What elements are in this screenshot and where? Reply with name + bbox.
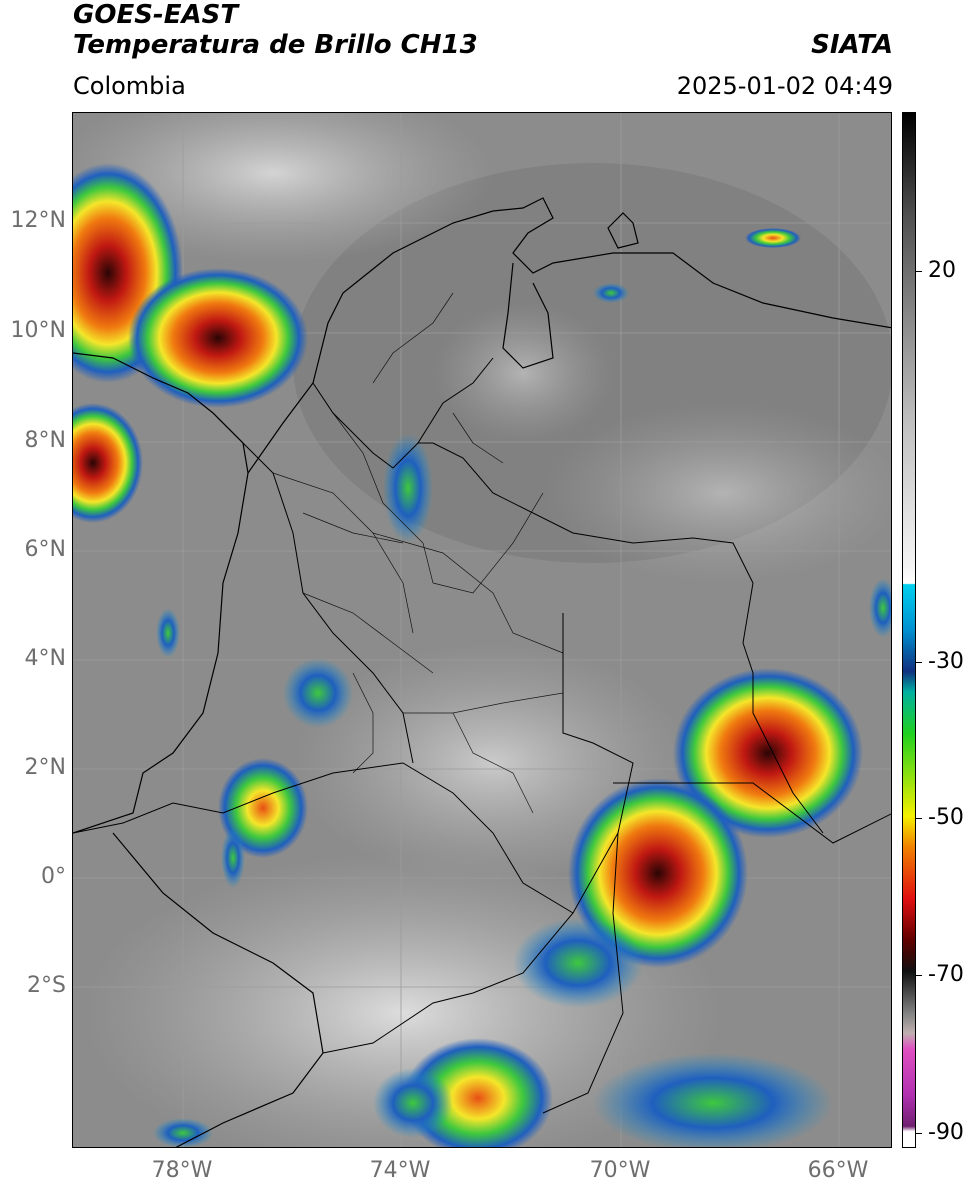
colorbar-label: -30 — [928, 649, 964, 674]
colorbar-label: -90 — [928, 1120, 964, 1145]
title-satellite: GOES-EAST — [73, 0, 239, 30]
brand-label: SIATA — [811, 30, 893, 60]
storm-cell — [593, 283, 629, 303]
colorbar-tick — [916, 1133, 922, 1134]
lat-label: 8°N — [24, 428, 66, 453]
graticule — [73, 113, 891, 1147]
storm-cell — [745, 228, 801, 248]
lat-label: 0° — [41, 864, 66, 889]
storm-cell — [513, 918, 643, 1008]
colorbar-label: -50 — [928, 805, 964, 830]
lat-label: 12°N — [10, 208, 66, 233]
lat-label: 2°N — [24, 755, 66, 780]
colorbar-tick — [916, 975, 922, 976]
colorbar-tick — [916, 662, 922, 663]
timestamp-label: 2025-01-02 04:49 — [676, 72, 893, 100]
storm-cell — [218, 758, 308, 858]
bright-cloud — [433, 303, 613, 443]
country-borders — [73, 357, 891, 1114]
colorbar-label: -70 — [928, 962, 964, 987]
title-product: Temperatura de Brillo CH13 — [73, 30, 478, 60]
lat-label: 6°N — [24, 537, 66, 562]
storm-cell — [383, 433, 433, 543]
satellite-map[interactable] — [72, 112, 892, 1148]
storm-cells — [73, 163, 891, 1147]
lat-label: 2°S — [27, 973, 66, 998]
lon-label: 78°W — [151, 1158, 213, 1183]
storm-cell — [153, 1118, 213, 1147]
colorbar-tick — [916, 818, 922, 819]
coastlines — [73, 197, 891, 1147]
storm-cell — [673, 668, 863, 838]
colorbar-label: 20 — [928, 258, 956, 283]
lon-label: 74°W — [369, 1158, 431, 1183]
lat-label: 4°N — [24, 646, 66, 671]
lon-label: 66°W — [807, 1158, 869, 1183]
map-canvas — [73, 113, 891, 1147]
storm-cell — [156, 608, 180, 658]
colorbar-tick — [916, 271, 922, 272]
storm-cell — [128, 268, 308, 408]
colorbar — [902, 112, 916, 1148]
lat-label: 10°N — [10, 318, 66, 343]
bright-cloud — [73, 113, 493, 263]
storm-cell — [869, 578, 891, 638]
storm-cell — [283, 658, 353, 728]
storm-cell — [373, 1068, 453, 1138]
lon-label: 70°W — [589, 1158, 651, 1183]
bright-cloud — [543, 403, 891, 583]
storm-cell — [221, 828, 245, 888]
storm-cell — [593, 1053, 833, 1147]
storm-cell — [73, 403, 143, 523]
department-borders — [272, 292, 564, 814]
region-label: Colombia — [73, 72, 186, 100]
storm-cell — [568, 778, 748, 968]
